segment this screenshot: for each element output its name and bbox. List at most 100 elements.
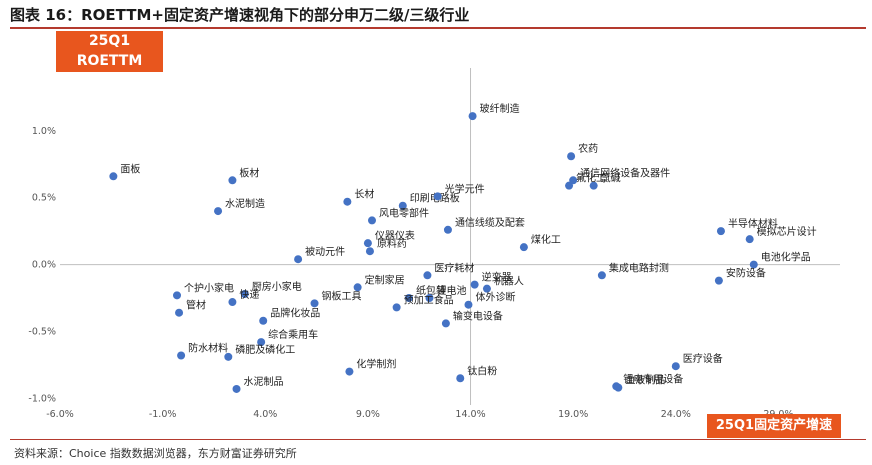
data-point xyxy=(257,338,266,347)
x-tick-label: 24.0% xyxy=(661,409,691,420)
point-label: 原料药 xyxy=(377,237,407,250)
title-rule xyxy=(10,27,866,29)
data-point xyxy=(464,300,473,309)
point-label: 纸包装 xyxy=(416,284,446,297)
point-label: 被动元件 xyxy=(305,245,345,258)
data-point xyxy=(441,319,450,328)
point-label: 输变电设备 xyxy=(453,309,503,322)
data-point xyxy=(456,374,465,383)
point-label: 面板 xyxy=(120,162,140,175)
point-label: 半导体材料 xyxy=(728,217,778,230)
y-axis-label-box: 25Q1 ROETTM 较上季环比 xyxy=(56,31,163,89)
data-point xyxy=(398,201,407,210)
data-point xyxy=(259,316,268,325)
x-tick-label: -6.0% xyxy=(46,409,74,420)
data-point xyxy=(671,362,680,371)
point-label: 品牌化妆品 xyxy=(270,307,320,320)
data-point xyxy=(240,289,249,298)
point-label: 逆变器 xyxy=(482,271,512,284)
data-point xyxy=(175,308,184,317)
point-label: 仪器仪表 xyxy=(375,229,415,242)
data-point xyxy=(597,271,606,280)
data-point xyxy=(109,172,118,181)
y-axis-label-line1: 25Q1 ROETTM xyxy=(76,33,143,69)
point-label: 个护小家电 xyxy=(184,281,234,294)
y-tick-label: -1.0% xyxy=(28,393,56,404)
point-label: 安防设备 xyxy=(726,267,766,280)
figure-title: 图表 16：ROETTM+固定资产增速视角下的部分申万二级/三级行业 xyxy=(10,6,470,24)
data-point xyxy=(567,152,576,161)
data-point xyxy=(232,384,241,393)
data-point xyxy=(363,239,372,248)
point-label: 钢板工具 xyxy=(322,289,362,302)
x-tick-label: 9.0% xyxy=(356,409,380,420)
point-label: 防水材料 xyxy=(188,342,228,355)
data-point xyxy=(214,207,223,216)
point-label: 钛白粉 xyxy=(467,364,497,377)
data-point xyxy=(482,284,491,293)
point-label: 通信线缆及配套 xyxy=(455,216,525,229)
point-label: 光学元件 xyxy=(445,182,485,195)
data-point xyxy=(294,255,303,264)
point-label: 磷肥及磷化工 xyxy=(235,343,295,356)
point-label: 水泥制造 xyxy=(225,197,265,210)
point-label: 玻纤制造 xyxy=(480,102,520,115)
data-point xyxy=(365,247,374,256)
point-label: 厨房小家电 xyxy=(252,280,302,293)
y-tick-label: 0.5% xyxy=(32,193,56,204)
point-label: 模拟芯片设计 xyxy=(757,225,817,238)
data-point xyxy=(224,352,233,361)
data-point xyxy=(716,227,725,236)
point-label: 医疗设备 xyxy=(683,352,723,365)
data-point xyxy=(519,243,528,252)
data-point xyxy=(470,280,479,289)
data-point xyxy=(228,298,237,307)
point-label: 机器人 xyxy=(494,275,524,288)
point-label: 定制家居 xyxy=(365,273,405,286)
y-tick-label: -0.5% xyxy=(28,326,56,337)
point-label: 预加工食品 xyxy=(404,293,454,306)
point-label: 综合乘用车 xyxy=(268,328,318,341)
data-point xyxy=(392,303,401,312)
data-point xyxy=(177,351,186,360)
footer-rule xyxy=(10,439,866,440)
data-point xyxy=(443,225,452,234)
point-label: 锂电专用设备 xyxy=(623,372,683,385)
point-label: 体外诊断 xyxy=(475,291,515,304)
point-label: 集成电路封测 xyxy=(609,261,669,274)
point-label: 医疗耗材 xyxy=(434,261,474,274)
data-point xyxy=(468,112,477,121)
data-point xyxy=(433,192,442,201)
point-label: 通信网络设备及器件 xyxy=(580,166,670,179)
data-point xyxy=(343,197,352,206)
x-tick-label: 19.0% xyxy=(558,409,588,420)
point-label: 风电零部件 xyxy=(379,206,429,219)
point-label: 板材 xyxy=(239,166,259,179)
data-point xyxy=(565,181,574,190)
data-point xyxy=(425,294,434,303)
point-label: 电池化学品 xyxy=(761,251,811,264)
point-label: 长材 xyxy=(354,188,374,201)
data-point xyxy=(614,383,623,392)
data-point xyxy=(353,283,362,292)
data-point xyxy=(423,271,432,280)
x-axis-label-box: 25Q1固定资产增速 xyxy=(707,414,841,438)
point-label: 农药 xyxy=(578,142,598,155)
data-point xyxy=(589,181,598,190)
x-tick-label: 14.0% xyxy=(455,409,485,420)
y-axis-label-line2: 较上季环比 xyxy=(74,73,145,89)
data-point xyxy=(745,235,754,244)
x-tick-label: 4.0% xyxy=(253,409,277,420)
data-point xyxy=(749,260,758,269)
point-label: 快递 xyxy=(239,288,259,301)
data-point xyxy=(368,216,376,225)
data-point xyxy=(404,294,413,303)
data-point xyxy=(714,276,723,285)
data-point xyxy=(345,367,354,376)
data-point xyxy=(228,176,237,185)
point-label: 管材 xyxy=(186,299,206,312)
x-tick-label: -1.0% xyxy=(149,409,177,420)
point-label: 化学制剂 xyxy=(356,358,396,371)
source-note: 资料来源：Choice 指数数据浏览器，东方财富证券研究所 xyxy=(14,447,297,460)
